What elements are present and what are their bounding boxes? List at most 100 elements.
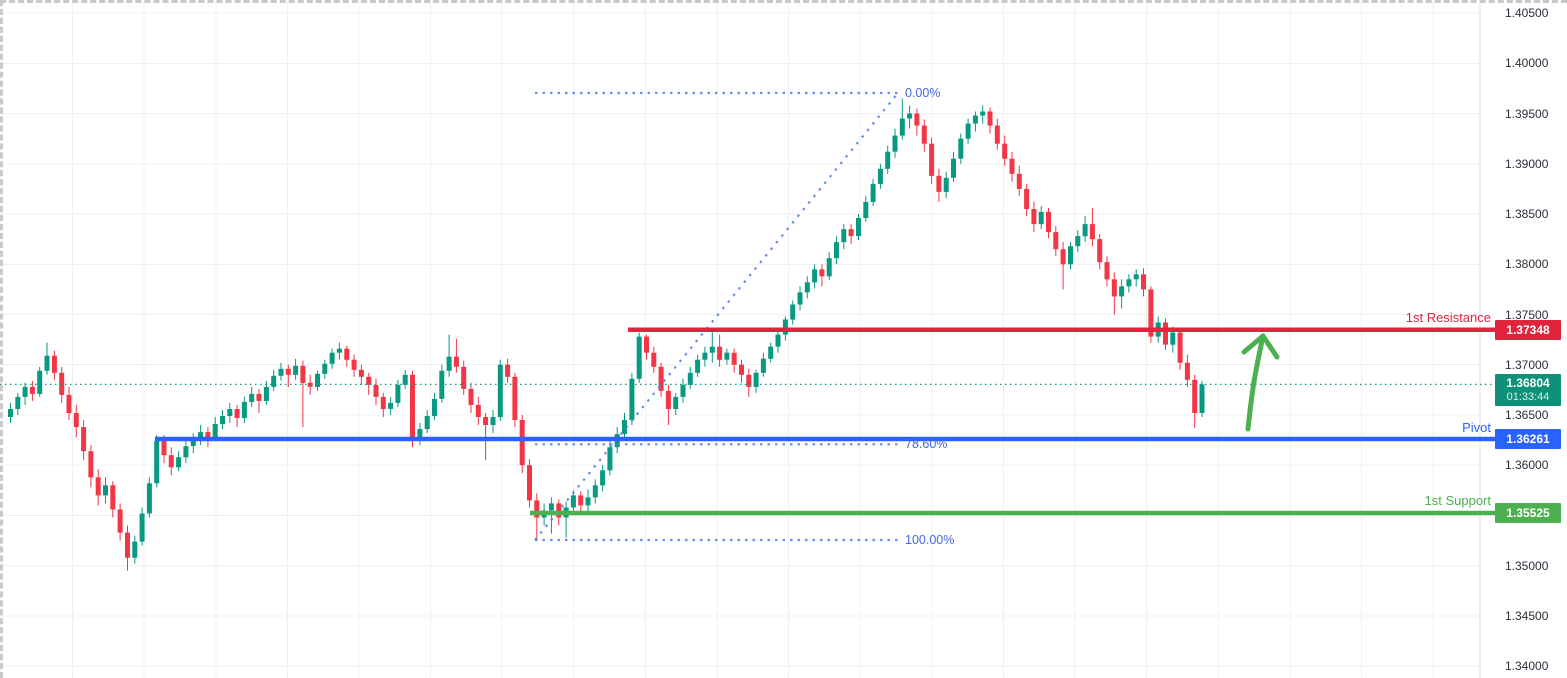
price-axis-label: 1.38500	[1505, 207, 1549, 221]
candle	[600, 465, 606, 492]
candle	[22, 382, 28, 405]
candle	[885, 145, 891, 174]
candle	[8, 402, 13, 423]
pivot-label: Pivot	[1462, 420, 1491, 435]
candle	[198, 425, 204, 446]
price-axis-label: 1.40000	[1505, 56, 1549, 70]
candle	[914, 108, 920, 136]
candle	[358, 364, 364, 385]
candle	[965, 118, 971, 144]
candle	[665, 384, 671, 425]
candle	[446, 334, 452, 377]
support-price-badge: 1.35525	[1495, 503, 1561, 523]
current-price-value: 1.36804	[1506, 376, 1550, 390]
candle	[15, 392, 21, 415]
candle	[651, 346, 657, 373]
candle	[329, 348, 335, 369]
candle	[176, 451, 182, 472]
candle	[1126, 274, 1132, 293]
candle	[856, 214, 861, 241]
candle	[1111, 272, 1117, 315]
candle	[578, 491, 584, 514]
candle	[432, 392, 437, 420]
candle	[1060, 242, 1066, 290]
fib-retracement-drawing[interactable]	[534, 91, 899, 542]
candle	[380, 392, 386, 417]
price-axis-label: 1.34000	[1505, 659, 1549, 673]
candle	[1031, 201, 1037, 233]
candle	[987, 107, 993, 134]
price-axis-label: 1.38000	[1505, 257, 1549, 271]
candle	[1119, 279, 1125, 309]
candle	[336, 342, 342, 360]
candle	[139, 507, 145, 546]
candle	[125, 525, 130, 571]
candle	[351, 354, 357, 377]
price-axis-label: 1.37000	[1505, 358, 1549, 372]
candle	[592, 479, 598, 504]
candle	[468, 382, 474, 413]
candle	[658, 362, 664, 397]
candle	[709, 330, 715, 363]
candle	[1046, 208, 1051, 239]
price-axis-label: 1.40500	[1505, 6, 1549, 20]
candle	[1097, 234, 1103, 270]
candle	[300, 360, 306, 428]
candle	[943, 171, 949, 198]
candle	[812, 264, 818, 289]
candle	[870, 178, 876, 206]
candle	[475, 396, 481, 425]
candle	[227, 402, 233, 423]
candle	[1024, 183, 1030, 216]
candle	[1075, 230, 1081, 253]
candle	[1184, 354, 1190, 387]
candle	[753, 369, 759, 393]
candle	[746, 368, 752, 397]
candle	[424, 410, 430, 434]
candle	[1104, 256, 1110, 287]
candle	[994, 118, 1000, 150]
candle	[241, 396, 247, 423]
screenshot-selection-border-left	[0, 0, 3, 678]
candle	[73, 404, 79, 438]
candle	[1163, 318, 1168, 350]
candle	[826, 252, 832, 281]
candle	[278, 362, 284, 381]
candle	[899, 98, 905, 140]
candle	[1199, 380, 1205, 417]
candle	[680, 378, 686, 403]
candle	[410, 370, 415, 448]
candle	[88, 445, 94, 488]
candle	[519, 415, 525, 474]
candle	[256, 388, 262, 413]
candle	[929, 137, 935, 184]
candle	[453, 338, 459, 373]
up-arrow-drawing[interactable]	[1241, 333, 1280, 432]
price-axis-label: 1.35000	[1505, 559, 1549, 573]
candle	[395, 379, 401, 407]
candle	[95, 469, 101, 506]
candle	[644, 334, 649, 360]
candle	[1016, 165, 1022, 196]
candle	[117, 503, 123, 541]
candle	[629, 372, 635, 425]
candle	[373, 378, 379, 405]
candle	[760, 352, 766, 377]
candle	[695, 354, 701, 377]
candle	[1133, 269, 1139, 287]
candle	[168, 447, 174, 476]
fib-level-label-78: 78.60%	[905, 437, 948, 451]
candle	[59, 366, 65, 403]
candle	[724, 348, 730, 365]
candle	[804, 276, 810, 299]
candle	[921, 119, 927, 152]
candle	[834, 236, 839, 265]
candle	[483, 413, 489, 461]
candle	[1177, 328, 1183, 370]
candle	[980, 105, 986, 124]
candle	[388, 396, 394, 415]
candle	[29, 380, 35, 401]
price-axis-label: 1.39000	[1505, 157, 1549, 171]
